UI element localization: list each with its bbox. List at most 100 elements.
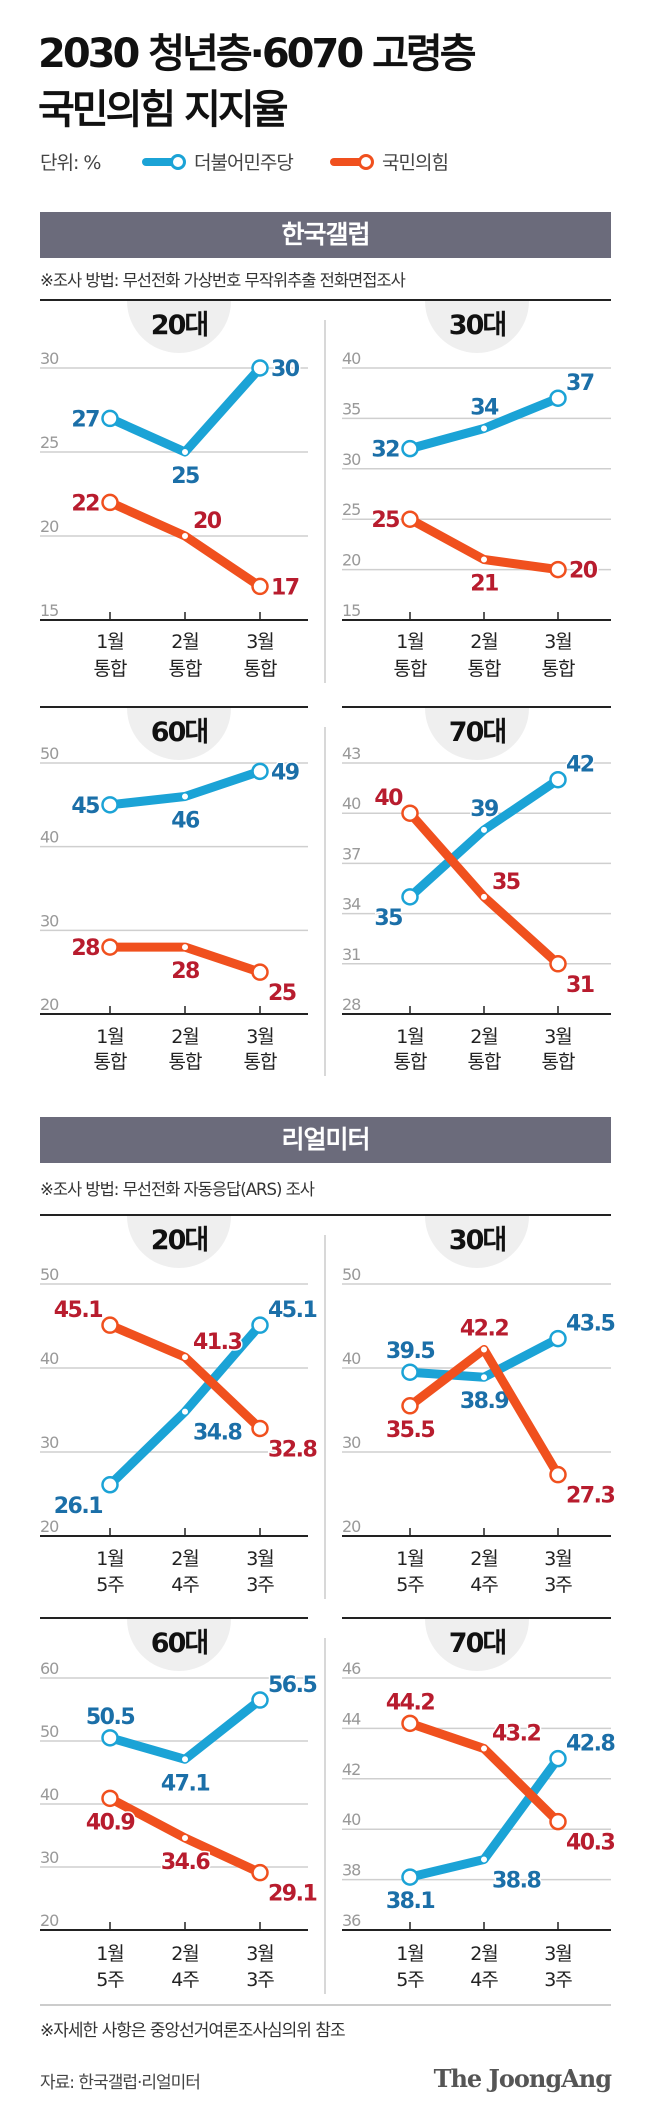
- y-tick-label: 20: [40, 1911, 59, 1930]
- x-tick-label: 3월: [544, 1548, 572, 1570]
- x-tick-label: 통합: [542, 1051, 575, 1073]
- data-label: 42.2: [460, 1317, 508, 1342]
- y-tick-label: 25: [40, 433, 58, 452]
- x-tick-label: 3주: [246, 1574, 274, 1596]
- data-point: [480, 1744, 488, 1753]
- data-point: [181, 1407, 189, 1416]
- x-tick-label: 통합: [468, 1051, 501, 1073]
- y-tick-label: 40: [40, 1785, 59, 1804]
- data-label: 21: [470, 572, 498, 597]
- panel-title: 30대: [449, 310, 506, 341]
- y-tick-label: 20: [342, 1517, 361, 1536]
- panel-title: 60대: [151, 1628, 208, 1659]
- y-tick-label: 50: [40, 744, 59, 763]
- x-tick-label: 3주: [544, 1969, 572, 1991]
- data-point: [101, 1476, 119, 1494]
- y-tick-label: 20: [40, 995, 59, 1014]
- y-tick-label: 15: [342, 601, 360, 620]
- section-banner-realmeter: 리얼미터: [40, 1117, 611, 1163]
- panel-header-circle: [127, 1619, 231, 1671]
- data-point: [181, 943, 189, 952]
- data-point: [401, 439, 419, 458]
- x-tick-label: 2월: [470, 1943, 498, 1965]
- data-label: 35: [492, 870, 520, 895]
- data-label: 47.1: [161, 1771, 209, 1796]
- y-tick-label: 40: [342, 1810, 361, 1829]
- survey-method-gallup: ※조사 방법: 무선전화 가상번호 무작위추출 전화면접조사: [40, 271, 406, 290]
- panel-title: 30대: [449, 1225, 506, 1256]
- x-tick-label: 2월: [470, 631, 498, 653]
- data-point: [251, 1316, 269, 1334]
- data-label: 43.2: [492, 1722, 540, 1747]
- survey-method-realmeter: ※조사 방법: 무선전화 자동응답(ARS) 조사: [40, 1180, 315, 1199]
- panel-header-circle: [425, 301, 529, 353]
- x-tick-label: 3주: [544, 1574, 572, 1596]
- data-point: [549, 1329, 567, 1348]
- data-label: 38.9: [460, 1389, 508, 1414]
- data-point: [480, 424, 488, 433]
- y-tick-label: 20: [342, 551, 361, 570]
- x-tick-label: 통합: [94, 1051, 127, 1073]
- x-tick-label: 2월: [171, 1548, 199, 1570]
- panel-title: 20대: [151, 1225, 208, 1256]
- x-tick-label: 3주: [246, 1969, 274, 1991]
- data-point: [401, 1868, 419, 1886]
- y-tick-label: 28: [342, 995, 361, 1014]
- data-label: 34.6: [161, 1850, 210, 1875]
- data-point: [549, 1812, 567, 1831]
- data-point: [251, 963, 269, 981]
- x-tick-label: 3월: [544, 631, 572, 653]
- x-tick-label: 통합: [394, 658, 427, 680]
- data-label: 20: [569, 559, 598, 584]
- panel-title: 20대: [151, 310, 208, 341]
- legend-line-blue: [142, 153, 186, 170]
- x-tick-label: 1월: [96, 1943, 124, 1965]
- y-tick-label: 30: [342, 450, 361, 469]
- data-point: [549, 1749, 567, 1768]
- data-label: 28: [71, 936, 99, 961]
- y-tick-label: 43: [342, 744, 360, 763]
- data-point: [181, 1834, 189, 1843]
- data-label: 45.1: [268, 1298, 316, 1323]
- data-label: 17: [271, 575, 299, 600]
- x-tick-label: 2월: [470, 1548, 498, 1570]
- x-tick-label: 통합: [542, 658, 575, 680]
- x-tick-label: 4주: [171, 1969, 199, 1991]
- data-label: 34.8: [193, 1421, 241, 1446]
- legend-item-democratic: 더불어민주당: [142, 148, 294, 175]
- x-tick-label: 1월: [396, 1943, 424, 1965]
- x-tick-label: 2월: [171, 631, 199, 653]
- source: 자료: 한국갤럽·리얼미터: [40, 2073, 201, 2093]
- panel-header-circle: [127, 708, 231, 760]
- data-point: [101, 493, 119, 512]
- data-label: 38.1: [386, 1889, 434, 1914]
- panel-header-circle: [127, 301, 231, 353]
- data-label: 56.5: [268, 1673, 316, 1698]
- y-tick-label: 37: [342, 844, 360, 863]
- x-tick-label: 4주: [470, 1574, 498, 1596]
- data-label: 25: [171, 464, 199, 489]
- data-label: 45: [71, 794, 99, 819]
- y-tick-label: 40: [342, 794, 361, 813]
- data-label: 39: [470, 797, 498, 822]
- data-point: [251, 1863, 269, 1882]
- y-tick-label: 40: [40, 828, 59, 847]
- legend-line-red: [330, 153, 374, 170]
- data-label: 43.5: [566, 1312, 614, 1337]
- y-tick-label: 40: [342, 349, 361, 368]
- data-point: [401, 888, 419, 906]
- data-label: 29.1: [268, 1882, 316, 1907]
- data-label: 40: [374, 786, 403, 811]
- data-point: [181, 792, 189, 801]
- y-tick-label: 30: [40, 911, 59, 930]
- section-banner-gallup: 한국갤럽: [40, 212, 611, 258]
- data-label: 40.3: [566, 1831, 614, 1856]
- y-tick-label: 30: [342, 1433, 361, 1452]
- panel-header-circle: [425, 708, 529, 760]
- x-tick-label: 1월: [396, 1548, 424, 1570]
- legend-label: 국민의힘: [382, 152, 449, 174]
- data-point: [181, 532, 189, 540]
- data-label: 42.8: [566, 1732, 614, 1757]
- x-tick-label: 3월: [246, 1943, 274, 1965]
